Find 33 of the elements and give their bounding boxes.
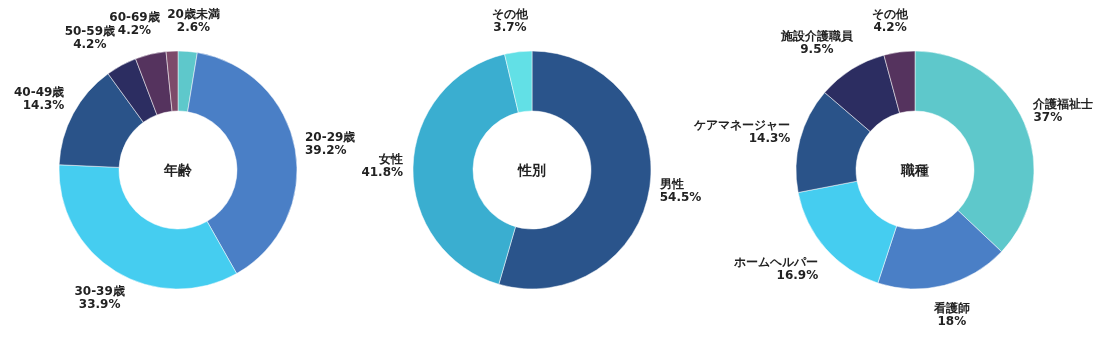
data-label: 16.9% bbox=[776, 268, 819, 283]
slice-label: 40-49歳 bbox=[13, 84, 65, 99]
data-label: 14.3% bbox=[22, 97, 65, 112]
data-label: 33.9% bbox=[78, 296, 121, 311]
data-label: 18% bbox=[937, 314, 967, 329]
data-label: 37% bbox=[1033, 109, 1063, 124]
text: 性別 bbox=[517, 162, 546, 178]
slice-label: 30-39歳 bbox=[74, 283, 125, 298]
slice-label: 女性 bbox=[378, 152, 404, 167]
text: 職種 bbox=[900, 162, 929, 178]
data-label: 3.7% bbox=[493, 20, 527, 35]
data-label: 54.5% bbox=[659, 190, 702, 205]
slice-label: その他 bbox=[872, 7, 910, 22]
slice-label: ケアマネージャー bbox=[693, 117, 791, 132]
slice-label: その他 bbox=[492, 7, 529, 22]
slice-label: ホームヘルパー bbox=[733, 255, 819, 270]
slice-label: 20-29歳 bbox=[305, 129, 356, 144]
data-label: 41.8% bbox=[361, 165, 404, 180]
text: 年齢 bbox=[163, 162, 193, 178]
data-label: 4.2% bbox=[873, 20, 907, 35]
data-label: 2.6% bbox=[176, 19, 211, 34]
data-label: 4.2% bbox=[117, 23, 152, 38]
data-label: 9.5% bbox=[800, 42, 834, 57]
data-label: 39.2% bbox=[305, 142, 347, 157]
slice-label: 60-69歳 bbox=[109, 10, 160, 25]
slice-label: 介護福祉士 bbox=[1032, 96, 1094, 111]
data-label: 14.3% bbox=[748, 130, 791, 145]
slice-label: 施設介護職員 bbox=[779, 29, 854, 44]
slice-label: 看護師 bbox=[932, 301, 970, 316]
slice-label: 男性 bbox=[658, 177, 684, 192]
slice-label: 50-59歳 bbox=[64, 24, 116, 39]
data-label: 4.2% bbox=[73, 37, 107, 52]
slice-label: 20歳未満 bbox=[167, 6, 220, 21]
